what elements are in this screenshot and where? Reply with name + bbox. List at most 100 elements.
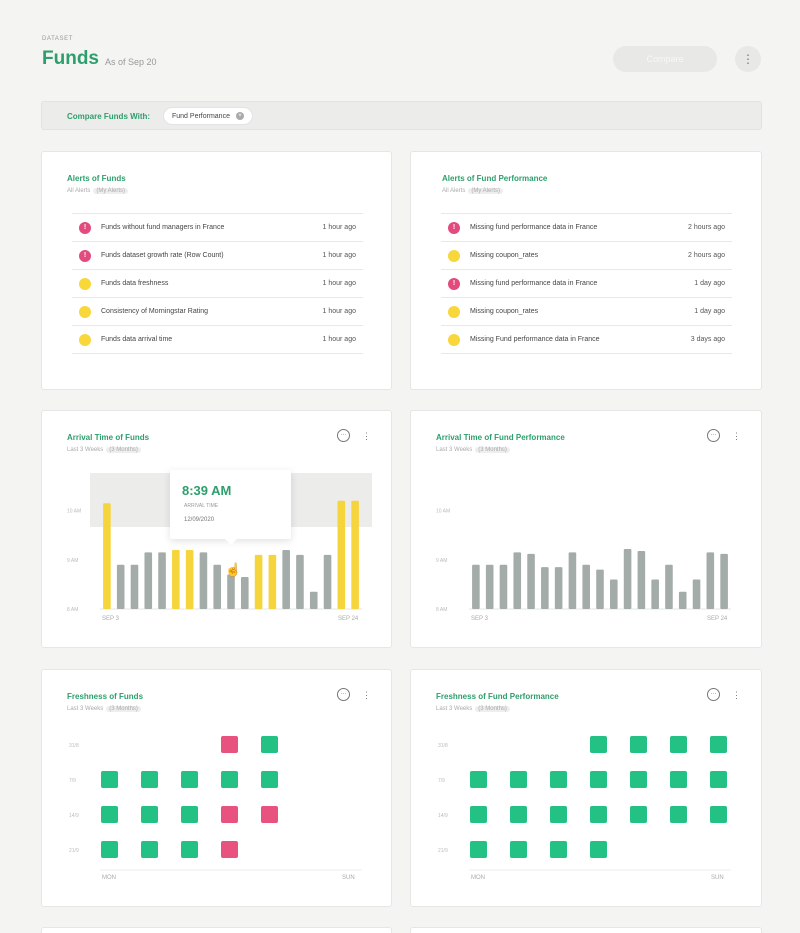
- freshness-cell[interactable]: [670, 771, 687, 788]
- bar[interactable]: [351, 500, 359, 609]
- range-pill[interactable]: (3 Months): [475, 706, 510, 712]
- bar[interactable]: [706, 552, 715, 609]
- freshness-cell[interactable]: [630, 806, 647, 823]
- bar[interactable]: [596, 569, 604, 609]
- comment-icon[interactable]: …: [337, 688, 350, 701]
- more-vertical-icon[interactable]: ⋮: [732, 689, 741, 700]
- comment-icon[interactable]: …: [707, 688, 720, 701]
- freshness-cell[interactable]: [630, 736, 647, 753]
- comment-icon[interactable]: …: [337, 429, 350, 442]
- freshness-perf-heatmap[interactable]: 31/8 7/9 14/9 21/9 MON SUN: [411, 670, 763, 908]
- freshness-cell[interactable]: [510, 806, 527, 823]
- freshness-cell[interactable]: [141, 841, 158, 858]
- freshness-cell[interactable]: [261, 806, 278, 823]
- my-alerts-pill[interactable]: (My Alerts): [93, 188, 129, 194]
- bar[interactable]: [158, 552, 166, 609]
- alert-row[interactable]: ! Missing fund performance data in France…: [441, 270, 732, 298]
- freshness-cell[interactable]: [590, 841, 607, 858]
- compare-chip-fund-performance[interactable]: Fund Performance ×: [163, 107, 253, 125]
- freshness-funds-heatmap[interactable]: 31/8 7/9 14/9 21/9 MON SUN: [42, 670, 393, 908]
- freshness-cell[interactable]: [550, 771, 567, 788]
- arrival-perf-chart[interactable]: 10 AM 9 AM 8 AM SEP 3 SEP 24: [411, 411, 763, 649]
- bar[interactable]: [254, 554, 263, 609]
- bar[interactable]: [282, 549, 290, 609]
- bar[interactable]: [582, 564, 591, 609]
- bar[interactable]: [296, 554, 304, 609]
- close-circle-icon[interactable]: ×: [235, 112, 244, 120]
- freshness-cell[interactable]: [221, 841, 238, 858]
- bar[interactable]: [665, 564, 673, 609]
- range-pill[interactable]: (3 Months): [106, 706, 141, 712]
- compare-button[interactable]: Compare: [613, 46, 717, 72]
- all-alerts-link[interactable]: All Alerts: [67, 188, 91, 194]
- range-label[interactable]: Last 3 Weeks: [67, 447, 104, 453]
- bar[interactable]: [309, 591, 318, 609]
- range-label[interactable]: Last 3 Weeks: [436, 447, 473, 453]
- alert-row[interactable]: ! Funds dataset growth rate (Row Count) 1 …: [72, 242, 363, 270]
- bar[interactable]: [623, 548, 632, 609]
- bar[interactable]: [678, 591, 687, 609]
- bar[interactable]: [227, 574, 235, 609]
- freshness-cell[interactable]: [710, 806, 727, 823]
- bar[interactable]: [199, 552, 208, 609]
- alert-row[interactable]: Missing Fund performance data in France 3…: [441, 326, 732, 354]
- freshness-cell[interactable]: [141, 771, 158, 788]
- bar[interactable]: [103, 503, 111, 609]
- range-label[interactable]: Last 3 Weeks: [436, 706, 473, 712]
- freshness-cell[interactable]: [221, 736, 238, 753]
- freshness-cell[interactable]: [141, 806, 158, 823]
- freshness-cell[interactable]: [550, 806, 567, 823]
- freshness-cell[interactable]: [101, 771, 118, 788]
- freshness-cell[interactable]: [221, 806, 238, 823]
- more-vertical-icon[interactable]: ⋮: [732, 430, 741, 441]
- bar[interactable]: [130, 564, 139, 609]
- bar[interactable]: [323, 554, 332, 609]
- range-label[interactable]: Last 3 Weeks: [67, 706, 104, 712]
- freshness-cell[interactable]: [181, 771, 198, 788]
- bar[interactable]: [568, 552, 577, 609]
- bar[interactable]: [527, 553, 535, 609]
- alert-row[interactable]: ! Funds without fund managers in France 1 …: [72, 214, 363, 242]
- freshness-cell[interactable]: [470, 841, 487, 858]
- bar[interactable]: [172, 549, 180, 609]
- freshness-cell[interactable]: [710, 736, 727, 753]
- bar[interactable]: [720, 553, 728, 609]
- freshness-cell[interactable]: [590, 806, 607, 823]
- arrival-funds-chart[interactable]: 10 AM 9 AM 8 AM SEP 3 SEP 24: [42, 411, 393, 649]
- alert-row[interactable]: Funds data freshness 1 hour ago: [72, 270, 363, 298]
- freshness-cell[interactable]: [510, 841, 527, 858]
- more-vertical-icon[interactable]: ⋮: [362, 430, 371, 441]
- alert-row[interactable]: Missing coupon_rates 2 hours ago: [441, 242, 732, 270]
- more-vertical-icon[interactable]: ⋮: [735, 46, 761, 72]
- bar[interactable]: [485, 564, 494, 609]
- freshness-cell[interactable]: [510, 771, 527, 788]
- bar[interactable]: [499, 564, 508, 609]
- freshness-cell[interactable]: [670, 806, 687, 823]
- bar[interactable]: [240, 577, 249, 609]
- bar[interactable]: [213, 564, 222, 609]
- alert-row[interactable]: Consistency of Morningstar Rating 1 hour …: [72, 298, 363, 326]
- bar[interactable]: [554, 567, 563, 609]
- freshness-cell[interactable]: [181, 841, 198, 858]
- bar[interactable]: [513, 552, 522, 609]
- comment-icon[interactable]: …: [707, 429, 720, 442]
- freshness-cell[interactable]: [181, 806, 198, 823]
- freshness-cell[interactable]: [221, 771, 238, 788]
- bar[interactable]: [337, 500, 346, 609]
- freshness-cell[interactable]: [670, 736, 687, 753]
- bar[interactable]: [472, 564, 480, 609]
- more-vertical-icon[interactable]: ⋮: [362, 689, 371, 700]
- all-alerts-link[interactable]: All Alerts: [442, 188, 466, 194]
- bar[interactable]: [144, 552, 153, 609]
- freshness-cell[interactable]: [550, 841, 567, 858]
- bar[interactable]: [651, 579, 659, 609]
- freshness-cell[interactable]: [261, 771, 278, 788]
- bar[interactable]: [185, 549, 194, 609]
- freshness-cell[interactable]: [630, 771, 647, 788]
- bar[interactable]: [692, 579, 701, 609]
- bar[interactable]: [637, 550, 646, 609]
- bar[interactable]: [116, 564, 125, 609]
- alert-row[interactable]: Missing coupon_rates 1 day ago: [441, 298, 732, 326]
- alert-row[interactable]: Funds data arrival time 1 hour ago: [72, 326, 363, 354]
- freshness-cell[interactable]: [261, 736, 278, 753]
